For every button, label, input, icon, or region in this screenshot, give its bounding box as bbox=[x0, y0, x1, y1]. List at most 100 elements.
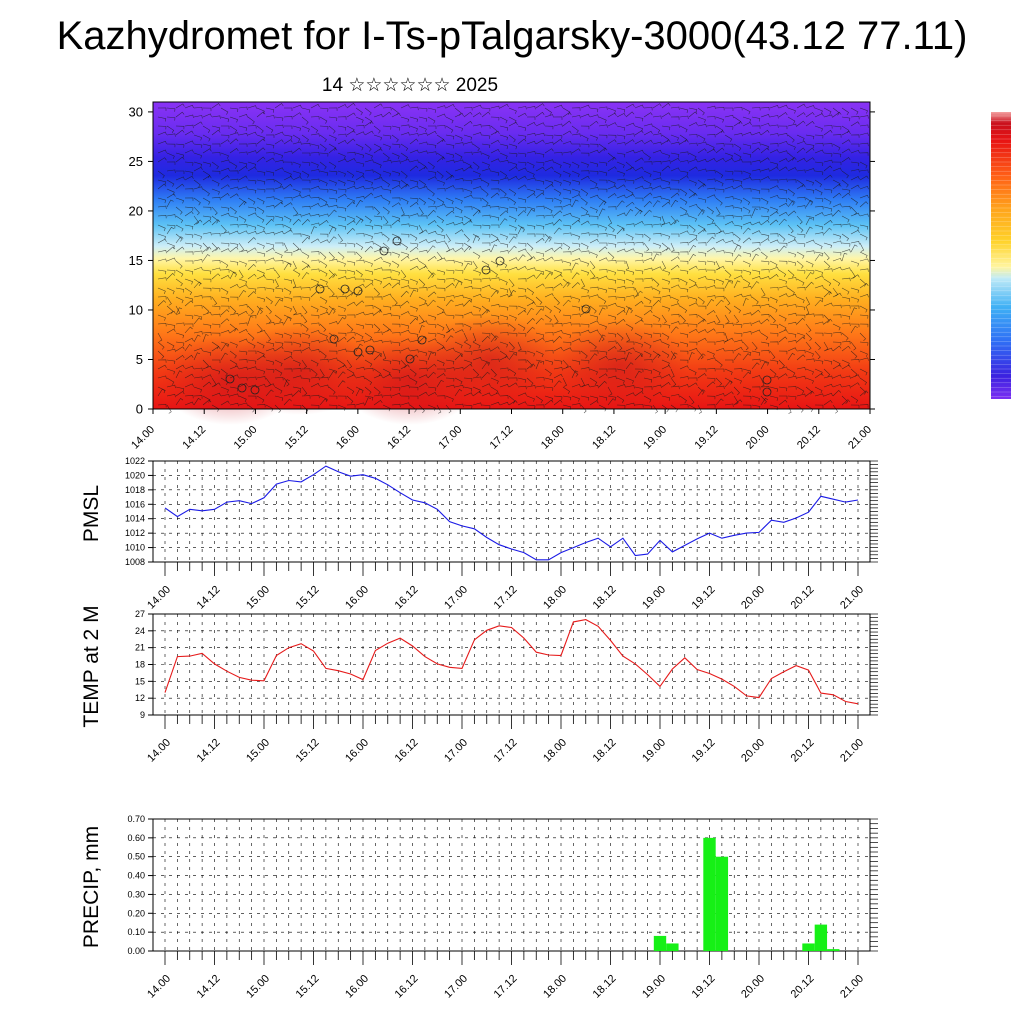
wind-barb bbox=[634, 278, 644, 282]
wind-barb bbox=[157, 215, 167, 219]
wind-barb bbox=[643, 359, 653, 363]
wind-barb bbox=[247, 105, 257, 109]
wind-barb bbox=[679, 224, 689, 229]
wind-barb bbox=[292, 278, 297, 288]
wind-barb bbox=[319, 161, 327, 170]
wind-barb bbox=[283, 202, 293, 208]
wind-barb bbox=[499, 323, 509, 327]
wind-barb bbox=[562, 112, 572, 118]
wind-barb bbox=[481, 371, 490, 379]
wind-barb bbox=[535, 332, 545, 338]
wind-barb bbox=[589, 320, 599, 325]
wind-barb bbox=[508, 305, 518, 310]
wind-barb bbox=[805, 358, 815, 362]
wind-barb bbox=[454, 134, 463, 142]
wind-barb bbox=[472, 332, 477, 342]
wind-barb bbox=[553, 134, 563, 139]
wind-barb bbox=[823, 188, 833, 194]
wind-barb bbox=[499, 260, 508, 268]
wind-barb bbox=[517, 197, 527, 203]
precip-bar bbox=[715, 856, 729, 951]
wind-barb bbox=[409, 106, 419, 111]
wind-barb bbox=[382, 404, 391, 412]
wind-barb bbox=[328, 161, 337, 169]
wind-barb bbox=[607, 206, 617, 210]
wind-barb bbox=[742, 188, 752, 192]
wind-barb bbox=[625, 103, 635, 109]
wind-barb bbox=[832, 251, 842, 256]
wind-barb bbox=[751, 269, 761, 275]
wind-barb bbox=[373, 386, 381, 395]
wind-barb bbox=[166, 152, 175, 159]
wind-barb bbox=[454, 242, 464, 247]
wind-barb bbox=[409, 354, 419, 361]
wind-barb bbox=[373, 323, 381, 332]
wind-barb bbox=[526, 318, 535, 325]
wind-barb bbox=[517, 323, 526, 331]
wind-barb bbox=[490, 346, 500, 352]
wind-barb bbox=[787, 321, 797, 326]
wind-barb bbox=[238, 166, 248, 172]
wind-barb bbox=[859, 224, 869, 230]
wind-barb bbox=[850, 341, 857, 351]
wind-barb bbox=[724, 232, 734, 236]
wind-barb bbox=[400, 374, 410, 379]
wind-barb bbox=[832, 167, 842, 172]
wind-barb bbox=[355, 185, 365, 190]
wind-barb bbox=[427, 386, 437, 391]
wind-barb bbox=[616, 384, 626, 388]
wind-barb bbox=[454, 314, 464, 319]
wind-barb bbox=[688, 166, 698, 172]
wind-barb bbox=[625, 179, 635, 184]
wind-barb bbox=[580, 161, 589, 168]
calm-circle bbox=[481, 265, 491, 275]
wind-barb bbox=[661, 215, 666, 225]
wind-barb bbox=[391, 260, 400, 268]
wind-barb bbox=[166, 305, 174, 314]
wind-barb bbox=[706, 222, 716, 226]
wind-barb bbox=[688, 192, 698, 199]
wind-barb bbox=[643, 267, 653, 271]
wind-barb bbox=[715, 179, 724, 187]
wind-barb bbox=[409, 197, 419, 202]
y-tick-label: 0.20 bbox=[127, 908, 145, 918]
wind-barb bbox=[472, 314, 482, 318]
wind-barb bbox=[283, 316, 291, 325]
wind-barb bbox=[814, 350, 821, 360]
wind-barb bbox=[283, 393, 293, 397]
wind-barb bbox=[652, 215, 662, 221]
wind-barb bbox=[445, 359, 455, 365]
wind-barb bbox=[679, 139, 689, 145]
wind-barb bbox=[607, 398, 616, 406]
wind-barb bbox=[427, 269, 435, 278]
wind-barb bbox=[580, 125, 590, 130]
wind-barb bbox=[679, 115, 689, 120]
wind-barb bbox=[652, 177, 662, 181]
wind-barb bbox=[310, 222, 320, 226]
wind-barb bbox=[796, 215, 803, 225]
wind-barb bbox=[706, 124, 716, 129]
wind-barb bbox=[337, 332, 347, 337]
wind-barb bbox=[463, 323, 472, 331]
wind-barb bbox=[607, 122, 617, 127]
wind-barb bbox=[769, 194, 779, 199]
wind-barb bbox=[391, 125, 401, 131]
wind-barb bbox=[769, 161, 779, 168]
wind-barb bbox=[562, 170, 571, 178]
wind-barb bbox=[445, 210, 455, 217]
wind-barb bbox=[472, 278, 482, 283]
wind-barb bbox=[571, 188, 580, 195]
wind-barb bbox=[301, 161, 311, 166]
wind-barb bbox=[184, 354, 194, 361]
wind-barb bbox=[850, 325, 858, 334]
wind-barb bbox=[769, 166, 779, 172]
wind-barb bbox=[841, 322, 851, 327]
wind-barb bbox=[841, 233, 849, 242]
wind-barb bbox=[517, 224, 525, 233]
wind-barb bbox=[661, 294, 671, 299]
x-tick-label: 14.12 bbox=[195, 973, 223, 1001]
wind-barb bbox=[787, 287, 795, 296]
wind-barb bbox=[716, 368, 725, 372]
wind-barb bbox=[283, 355, 293, 361]
wind-barb bbox=[634, 290, 643, 298]
